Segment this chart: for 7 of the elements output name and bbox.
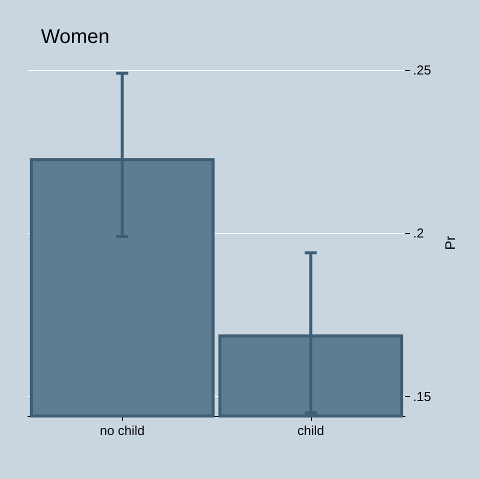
y-tick-label: .15: [413, 388, 432, 404]
y-tick-label: .25: [413, 62, 432, 78]
chart-title: Women: [41, 26, 110, 48]
y-tick-label: .2: [413, 226, 424, 241]
x-tick-label: no child: [100, 423, 145, 438]
x-tick-label: child: [297, 423, 324, 438]
y-axis-title: Pr: [442, 236, 458, 250]
